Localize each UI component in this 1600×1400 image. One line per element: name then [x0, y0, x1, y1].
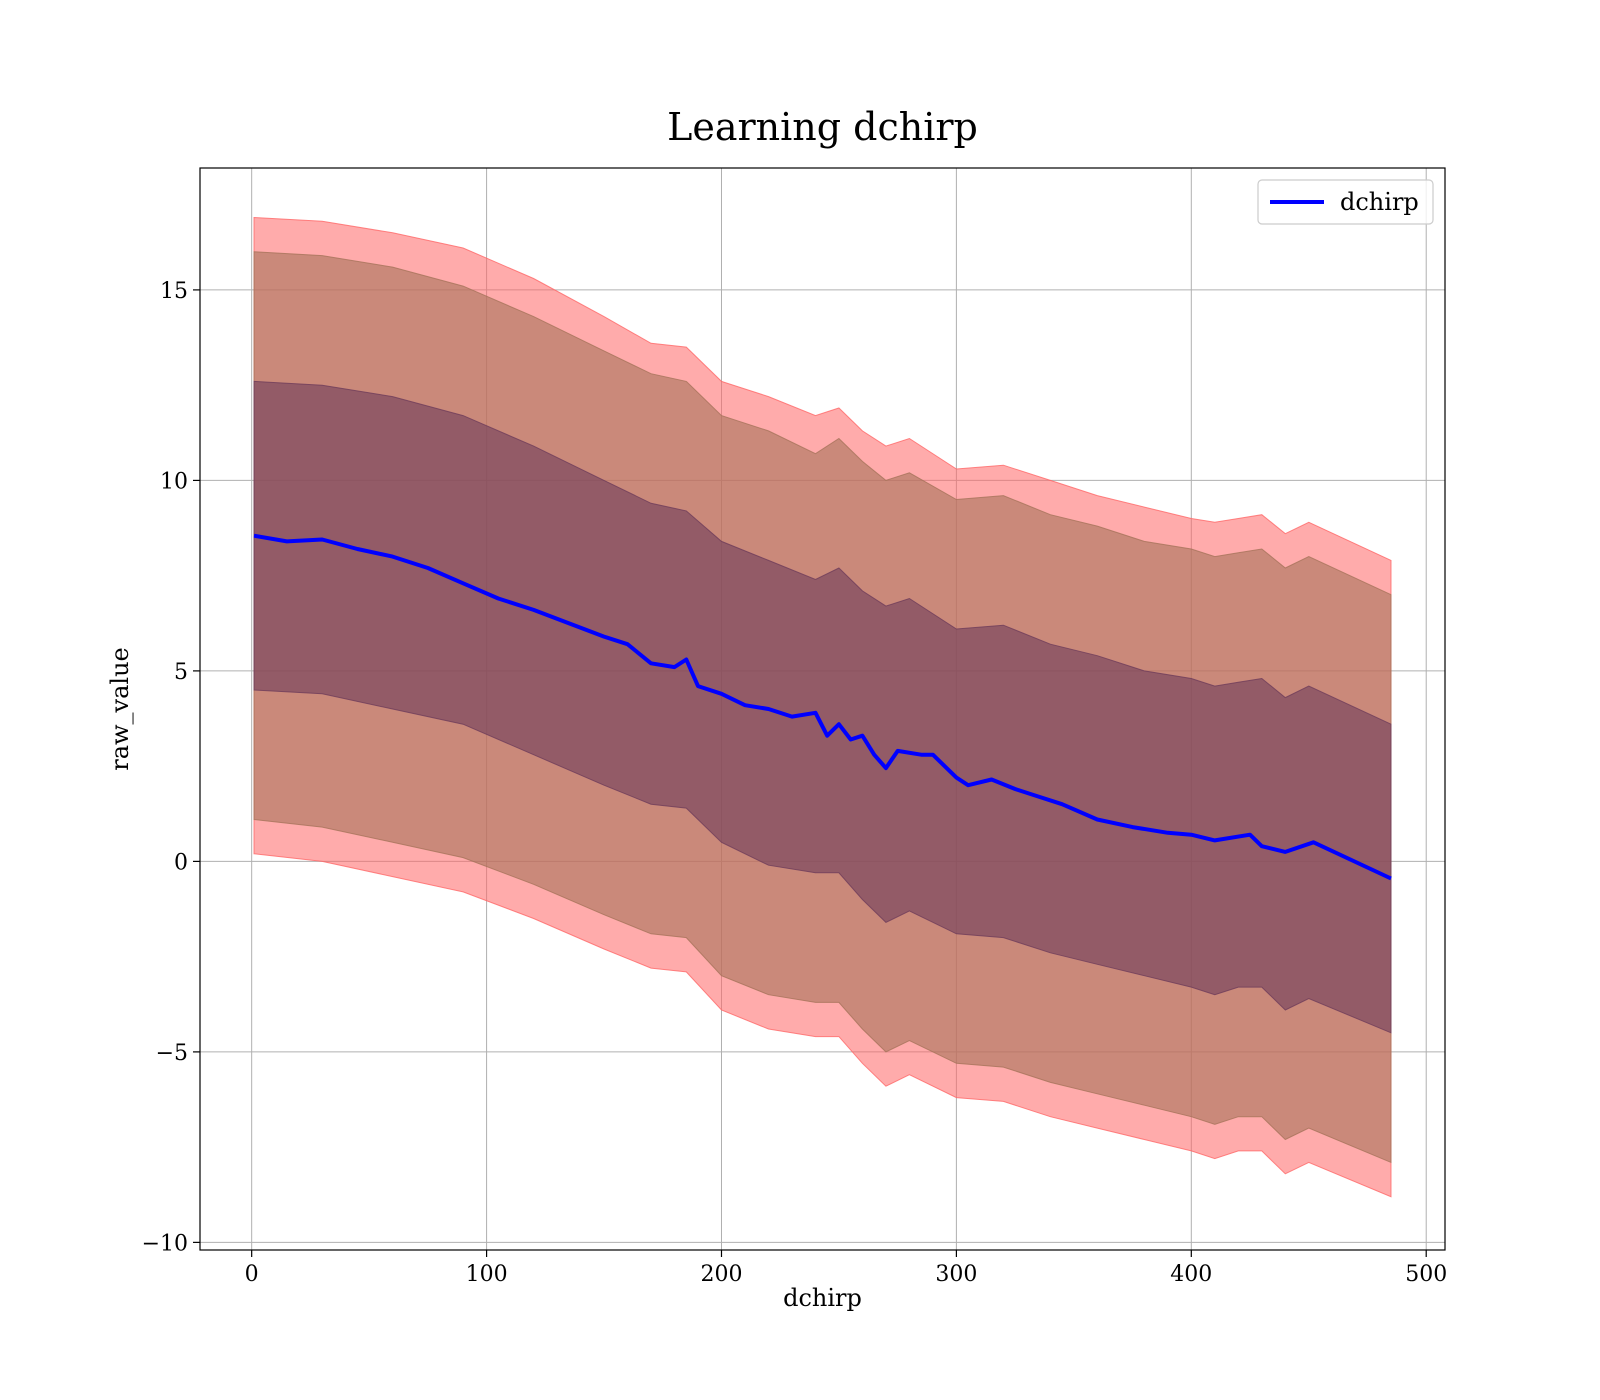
legend: dchirp — [1257, 179, 1434, 225]
x-tick-label: 200 — [700, 1262, 742, 1287]
plot-frame — [199, 167, 1446, 1251]
y-tick-label: 5 — [174, 660, 188, 685]
y-tick-label: −5 — [156, 1041, 188, 1066]
x-tick-label: 100 — [466, 1262, 508, 1287]
x-tick-label: 500 — [1405, 1262, 1447, 1287]
series-lines — [253, 533, 1392, 881]
confidence-bands — [253, 216, 1392, 1198]
y-axis-label: raw_value — [106, 647, 134, 771]
axis-ticks: 0 100 200 300 400 500 −10 −5 0 5 10 15 — [142, 279, 1448, 1287]
x-tick-label: 0 — [245, 1262, 259, 1287]
y-tick-label: 0 — [174, 850, 188, 875]
y-tick-label: 15 — [160, 279, 188, 304]
band-2 — [253, 380, 1392, 1034]
x-tick-label: 400 — [1170, 1262, 1212, 1287]
x-tick-label: 300 — [935, 1262, 977, 1287]
legend-label-dchirp: dchirp — [1340, 188, 1419, 216]
y-tick-label: 10 — [160, 469, 188, 494]
legend-box — [1257, 179, 1434, 225]
series-line-dchirp — [253, 533, 1392, 881]
x-axis-label: dchirp — [783, 1284, 862, 1312]
chart-title: Learning dchirp — [667, 105, 978, 149]
y-tick-label: −10 — [142, 1231, 188, 1256]
